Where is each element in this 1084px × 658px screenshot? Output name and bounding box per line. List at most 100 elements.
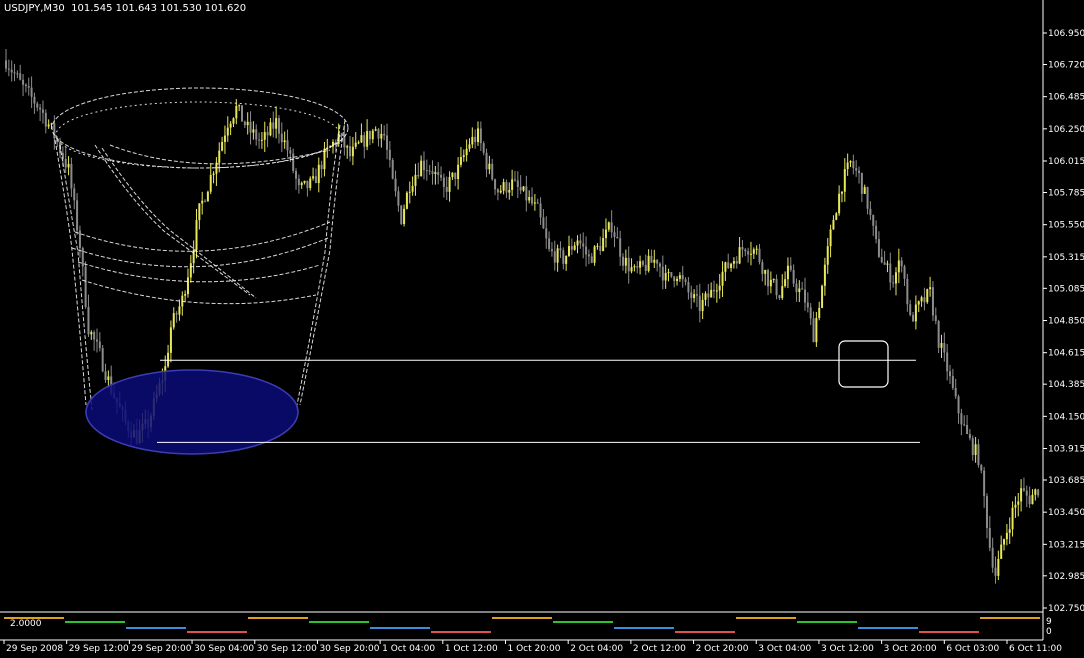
- candle-body: [198, 203, 201, 221]
- candle-body: [337, 133, 340, 144]
- candle-body: [744, 249, 747, 252]
- candle-body: [525, 186, 528, 201]
- candle-body: [687, 282, 690, 293]
- candle-body: [346, 146, 349, 148]
- candle-body: [920, 297, 923, 302]
- candle-body: [778, 295, 781, 299]
- candle-body: [289, 150, 292, 154]
- candle-body: [1005, 532, 1008, 540]
- candle-body: [917, 301, 920, 305]
- candle-body: [858, 170, 861, 174]
- candle-body: [872, 214, 875, 226]
- candle-body: [829, 229, 832, 247]
- candle-body: [462, 155, 465, 158]
- candle-body: [633, 266, 636, 268]
- candle-body: [616, 236, 619, 239]
- candle-body: [792, 269, 795, 284]
- candle-body: [528, 197, 531, 201]
- candle-body: [5, 60, 7, 69]
- candle-body: [707, 293, 710, 298]
- candle-body: [169, 327, 172, 353]
- candle-body: [420, 160, 423, 177]
- candle-body: [619, 238, 622, 257]
- candle-body: [317, 164, 320, 184]
- candle-body: [974, 444, 977, 456]
- candle-body: [61, 152, 64, 159]
- candle-body: [295, 170, 298, 179]
- candle-body: [241, 105, 244, 122]
- candle-body: [875, 225, 878, 240]
- candle-body: [93, 332, 96, 340]
- candle-body: [730, 263, 733, 268]
- y-tick-label: 106.485: [1048, 93, 1084, 103]
- candle-body: [368, 130, 371, 140]
- y-tick-label: 104.850: [1048, 317, 1084, 327]
- candle-body: [582, 243, 585, 247]
- candle-body: [622, 256, 625, 266]
- candle-body: [425, 170, 428, 172]
- candle-body: [681, 275, 684, 280]
- candle-body: [727, 262, 730, 268]
- x-tick-label: 3 Oct 12:00: [821, 644, 874, 654]
- candle-body: [673, 276, 676, 282]
- candle-body: [499, 190, 502, 193]
- candle-body: [312, 176, 315, 179]
- candle-body: [422, 160, 425, 171]
- candle-body: [519, 187, 522, 191]
- candle-body: [408, 191, 411, 193]
- candle-body: [204, 200, 207, 202]
- candle-body: [1037, 489, 1040, 496]
- overlay-group: [51, 87, 349, 455]
- candle-body: [556, 248, 559, 263]
- candle-body: [351, 146, 354, 157]
- candle-body: [186, 277, 189, 295]
- candle-body: [232, 118, 235, 124]
- candle-body: [1003, 539, 1006, 545]
- candle-body: [710, 289, 713, 298]
- y-tick-label: 106.950: [1048, 29, 1084, 39]
- candle-body: [602, 238, 605, 252]
- candle-body: [47, 124, 50, 127]
- candle-body: [1028, 495, 1031, 505]
- candle-body: [516, 180, 519, 188]
- candle-body: [243, 121, 246, 126]
- candle-body: [172, 313, 175, 328]
- y-tick-label: 104.385: [1048, 380, 1084, 390]
- candle-body: [235, 105, 238, 119]
- candle-body: [658, 263, 661, 267]
- x-tick-label: 1 Oct 04:00: [382, 644, 435, 654]
- candle-body: [542, 217, 545, 229]
- candle-body: [690, 292, 693, 299]
- candle-body: [448, 177, 451, 192]
- candle-body: [221, 141, 224, 151]
- candle-body: [437, 172, 440, 175]
- candle-body: [997, 558, 1000, 576]
- candle-body: [67, 163, 70, 168]
- candle-body: [795, 283, 798, 293]
- candle-body: [1011, 507, 1014, 530]
- candle-body: [13, 72, 16, 74]
- candle-body: [167, 352, 170, 367]
- candle-body: [883, 262, 886, 265]
- candle-body: [494, 179, 497, 190]
- candle-body: [656, 259, 659, 264]
- candle-body: [36, 103, 39, 108]
- candle-body: [610, 222, 613, 233]
- y-tick-label: 104.150: [1048, 412, 1084, 422]
- x-tick-label: 2 Oct 12:00: [633, 644, 686, 654]
- candle-body: [988, 528, 991, 548]
- candle-body: [16, 73, 19, 75]
- candle-body: [855, 168, 858, 171]
- candle-body: [533, 202, 536, 204]
- candle-body: [405, 192, 408, 209]
- candle-body: [56, 138, 59, 143]
- candle-body: [53, 123, 56, 139]
- indicator-bottom-tick: 0: [1046, 627, 1052, 637]
- candle-body: [909, 304, 912, 315]
- candle-body: [1034, 489, 1037, 495]
- candle-body: [545, 228, 548, 239]
- candle-body: [471, 136, 474, 145]
- candle-body: [991, 547, 994, 568]
- candle-body: [821, 285, 824, 308]
